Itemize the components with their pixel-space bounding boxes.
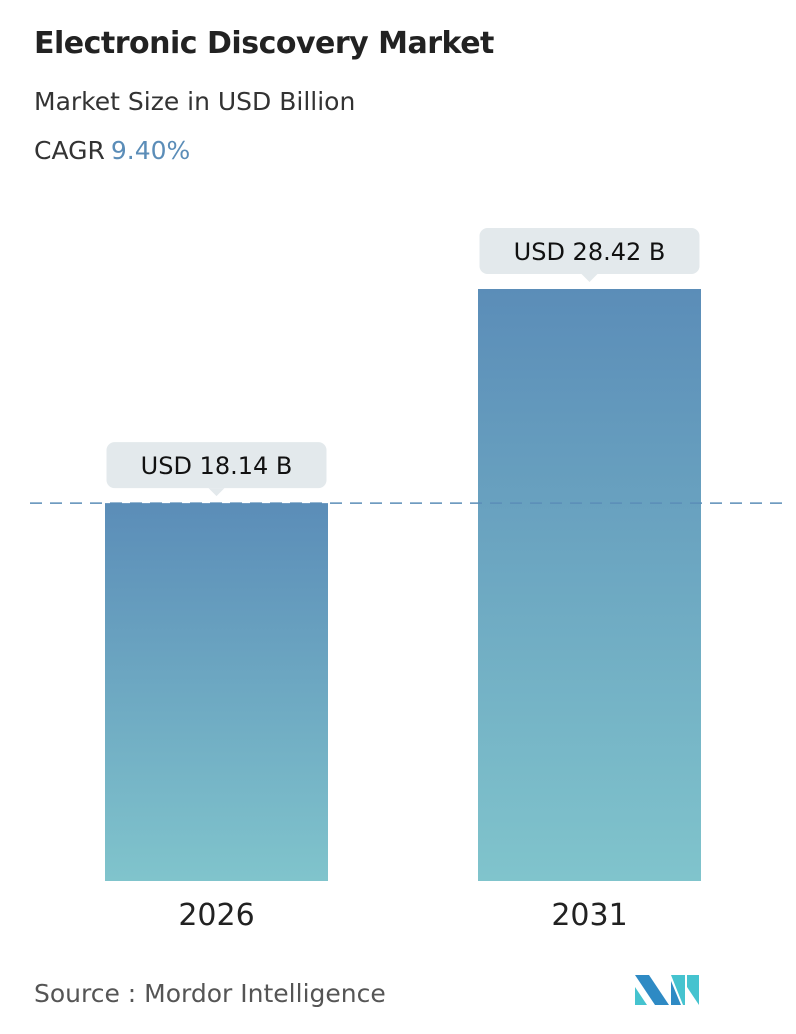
data-label-bubble	[106, 442, 327, 489]
x-tick-label: 2026	[178, 898, 254, 933]
source-text: Source : Mordor Intelligence	[34, 979, 386, 1008]
cagr-label: CAGR	[34, 136, 105, 165]
x-tick-label: 2031	[551, 898, 627, 933]
data-label: USD 18.14 B	[141, 452, 293, 480]
data-label-pointer	[208, 488, 225, 497]
bar-2031	[478, 289, 701, 881]
data-label: USD 28.42 B	[514, 238, 666, 266]
bar-2026	[105, 503, 328, 881]
data-label-bubble	[479, 228, 700, 274]
cagr-value: 9.40%	[110, 136, 191, 165]
chart-subtitle: Market Size in USD Billion	[34, 87, 356, 116]
chart-title: Electronic Discovery Market	[34, 26, 494, 61]
mordor-logo-icon	[635, 975, 699, 1005]
data-label-pointer	[581, 274, 598, 282]
cagr: CAGR 9.40%	[34, 136, 190, 165]
